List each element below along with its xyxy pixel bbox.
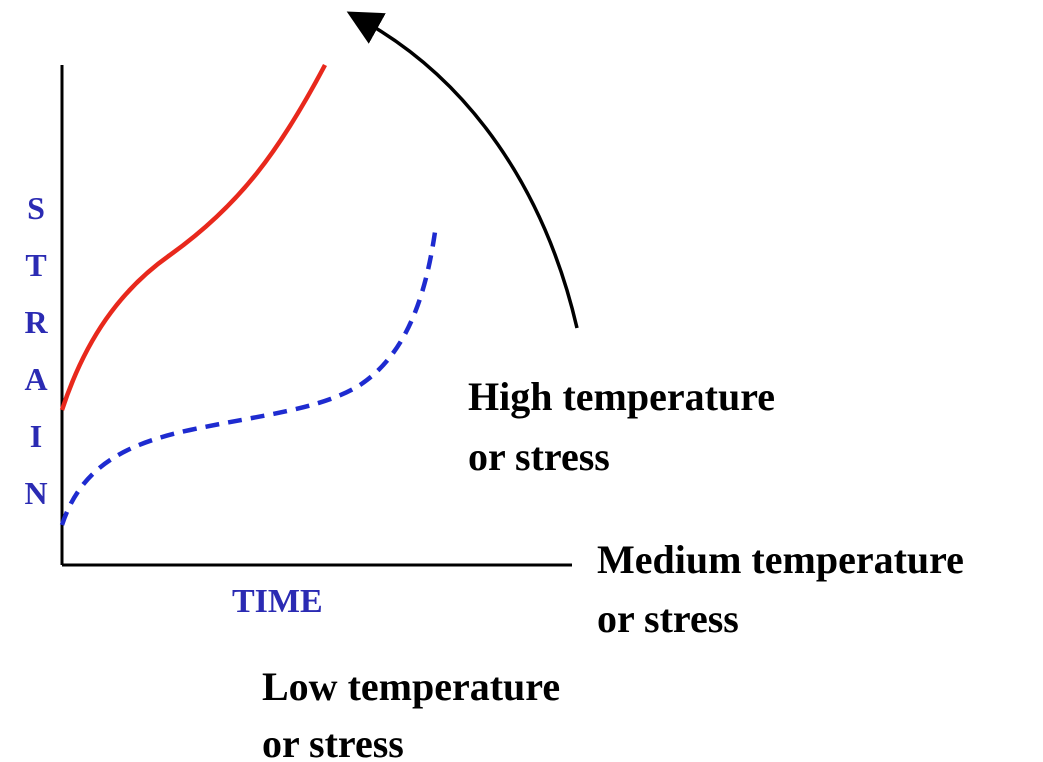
high-curve [59, 63, 327, 411]
curve-label: Low temperature [262, 664, 560, 709]
curve-label: Medium temperature [597, 537, 964, 582]
curve-label: or stress [262, 721, 404, 762]
y-axis-label: STRAIN [18, 190, 54, 532]
curve-label: High temperature [468, 374, 775, 419]
x-axis-label: TIME [232, 583, 323, 620]
curve-label: or stress [468, 434, 610, 479]
increase-arrow [346, 11, 579, 329]
curve-label: or stress [597, 596, 739, 641]
medium-curve [59, 231, 438, 526]
